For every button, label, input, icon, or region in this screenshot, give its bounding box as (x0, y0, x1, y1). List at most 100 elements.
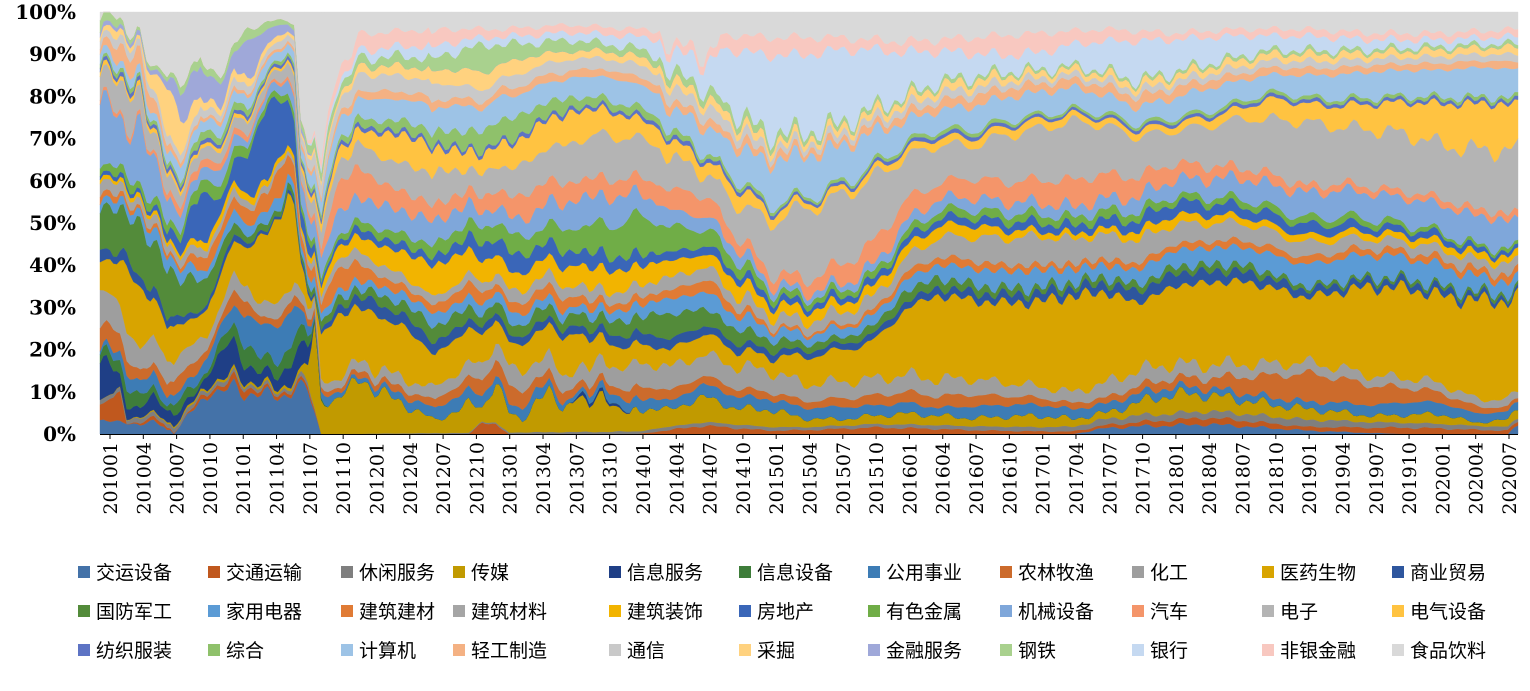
x-tick-label: 201710 (1133, 442, 1155, 515)
legend-label: 有色金属 (886, 601, 962, 623)
x-tick-label: 201210 (466, 442, 488, 515)
x-tick-label: 201407 (700, 442, 722, 515)
y-tick-label: 80% (29, 84, 76, 108)
x-tick-label: 201207 (433, 442, 455, 515)
x-tick-label: 201910 (1399, 442, 1421, 515)
x-tick-label: 201907 (1366, 442, 1388, 515)
legend-label: 交运设备 (96, 562, 172, 584)
legend-swatch (453, 566, 465, 578)
x-tick-label: 201507 (833, 442, 855, 515)
legend-label: 非银金融 (1280, 640, 1356, 662)
y-tick-label: 20% (29, 338, 76, 362)
x-tick-label: 201607 (966, 442, 988, 515)
y-tick-label: 60% (29, 169, 76, 193)
legend: 交运设备 交通运输 休闲服务 传媒 信息服务 信息设备 公用事业 农林牧渔 化工 医药生物 商业贸易… (78, 562, 1486, 662)
legend-label: 建筑材料 (471, 601, 547, 623)
legend-swatch (868, 605, 880, 617)
legend-swatch (739, 644, 751, 656)
x-tick-label: 201301 (500, 442, 522, 515)
legend-label: 传媒 (471, 562, 509, 584)
x-tick-label: 201204 (400, 442, 422, 515)
legend-label: 计算机 (359, 640, 416, 662)
legend-swatch (1392, 605, 1404, 617)
legend-swatch (609, 566, 621, 578)
x-tick-label: 201401 (633, 442, 655, 515)
legend-label: 采掘 (757, 640, 795, 662)
y-tick-label: 50% (29, 211, 76, 235)
legend-label: 电气设备 (1410, 601, 1486, 623)
legend-swatch (78, 605, 90, 617)
x-tick-label: 202004 (1466, 442, 1488, 515)
x-tick-label: 201707 (1099, 442, 1121, 515)
legend-label: 建筑装饰 (627, 601, 703, 623)
y-tick-label: 30% (29, 295, 76, 319)
x-tick-label: 201410 (733, 442, 755, 515)
legend-label: 机械设备 (1018, 601, 1094, 623)
legend-swatch (868, 644, 880, 656)
x-tick-label: 201004 (133, 442, 155, 515)
legend-swatch (1000, 644, 1012, 656)
legend-swatch (1132, 644, 1144, 656)
x-tick-label: 201804 (1199, 442, 1221, 515)
legend-label: 农林牧渔 (1018, 562, 1094, 584)
area-series-group (99, 11, 1519, 435)
x-tick-label: 201107 (300, 442, 322, 515)
legend-label: 房地产 (757, 601, 814, 623)
legend-swatch (453, 605, 465, 617)
legend-label: 电子 (1280, 601, 1318, 623)
legend-swatch (1262, 605, 1274, 617)
legend-swatch (1132, 605, 1144, 617)
x-tick-label: 201201 (366, 442, 388, 515)
legend-swatch (1262, 566, 1274, 578)
legend-swatch (609, 605, 621, 617)
x-tick-label: 201610 (999, 442, 1021, 515)
legend-swatch (1392, 566, 1404, 578)
legend-label: 金融服务 (886, 640, 962, 662)
legend-label: 医药生物 (1280, 562, 1356, 584)
x-tick-label: 201404 (666, 442, 688, 515)
x-tick-label: 201701 (1033, 442, 1055, 515)
x-tick-label: 201810 (1266, 442, 1288, 515)
x-tick-label: 201904 (1332, 442, 1354, 515)
area-series-33 (99, 11, 1519, 160)
legend-swatch (1132, 566, 1144, 578)
legend-label: 化工 (1150, 562, 1188, 584)
legend-swatch (1262, 644, 1274, 656)
legend-swatch (1392, 644, 1404, 656)
x-tick-label: 202001 (1432, 442, 1454, 515)
x-tick-label: 201704 (1066, 442, 1088, 515)
x-tick-label: 201510 (866, 442, 888, 515)
legend-label: 建筑建材 (359, 601, 435, 623)
x-tick-label: 201110 (333, 442, 355, 515)
legend-label: 汽车 (1150, 601, 1188, 623)
legend-label: 信息服务 (627, 562, 703, 584)
y-tick-label: 40% (29, 253, 76, 277)
x-tick-label: 201001 (100, 442, 122, 515)
y-tick-label: 100% (15, 0, 76, 24)
legend-label: 轻工制造 (471, 640, 547, 662)
x-tick-label: 201101 (233, 442, 255, 515)
x-tick-label: 201604 (933, 442, 955, 515)
x-tick-label: 201801 (1166, 442, 1188, 515)
x-tick-label: 202007 (1499, 442, 1521, 515)
legend-label: 信息设备 (757, 562, 833, 584)
y-tick-label: 90% (29, 42, 76, 66)
x-tick-label: 201104 (267, 442, 289, 515)
legend-label: 家用电器 (226, 601, 302, 623)
x-tick-label: 201307 (566, 442, 588, 515)
legend-swatch (739, 605, 751, 617)
x-tick-label: 201010 (200, 442, 222, 515)
legend-label: 通信 (627, 640, 665, 662)
x-tick-label: 201901 (1299, 442, 1321, 515)
legend-label: 国防军工 (96, 601, 172, 623)
legend-swatch (208, 566, 220, 578)
legend-label: 综合 (226, 640, 264, 662)
x-tick-label: 201601 (899, 442, 921, 515)
x-tick-label: 201501 (766, 442, 788, 515)
legend-swatch (739, 566, 751, 578)
legend-swatch (78, 644, 90, 656)
axes-group: 0% 10% 20% 30% 40% 50% 60% 70% 80% 90% 100% 201001 2… (15, 0, 1521, 515)
legend-swatch (609, 644, 621, 656)
